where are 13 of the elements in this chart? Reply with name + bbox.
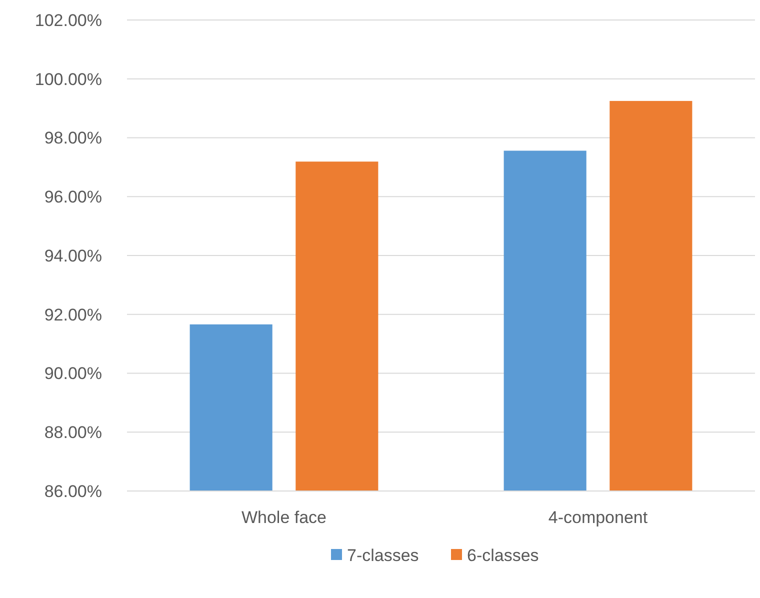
y-tick-label: 90.00% bbox=[44, 364, 102, 384]
x-tick-label: 4-component bbox=[548, 508, 648, 527]
legend-label: 7-classes bbox=[347, 546, 419, 565]
y-tick-label: 98.00% bbox=[44, 128, 102, 148]
y-tick-label: 92.00% bbox=[44, 305, 102, 324]
y-tick-label: 102.00% bbox=[34, 10, 102, 30]
legend-label: 6-classes bbox=[467, 546, 539, 565]
y-tick-label: 96.00% bbox=[44, 188, 102, 207]
x-tick-label: Whole face bbox=[241, 508, 327, 527]
y-tick-label: 100.00% bbox=[34, 70, 102, 89]
y-tick-label: 88.00% bbox=[44, 423, 102, 442]
y-tick-label: 94.00% bbox=[44, 246, 102, 266]
y-tick-label: 86.00% bbox=[44, 482, 102, 501]
